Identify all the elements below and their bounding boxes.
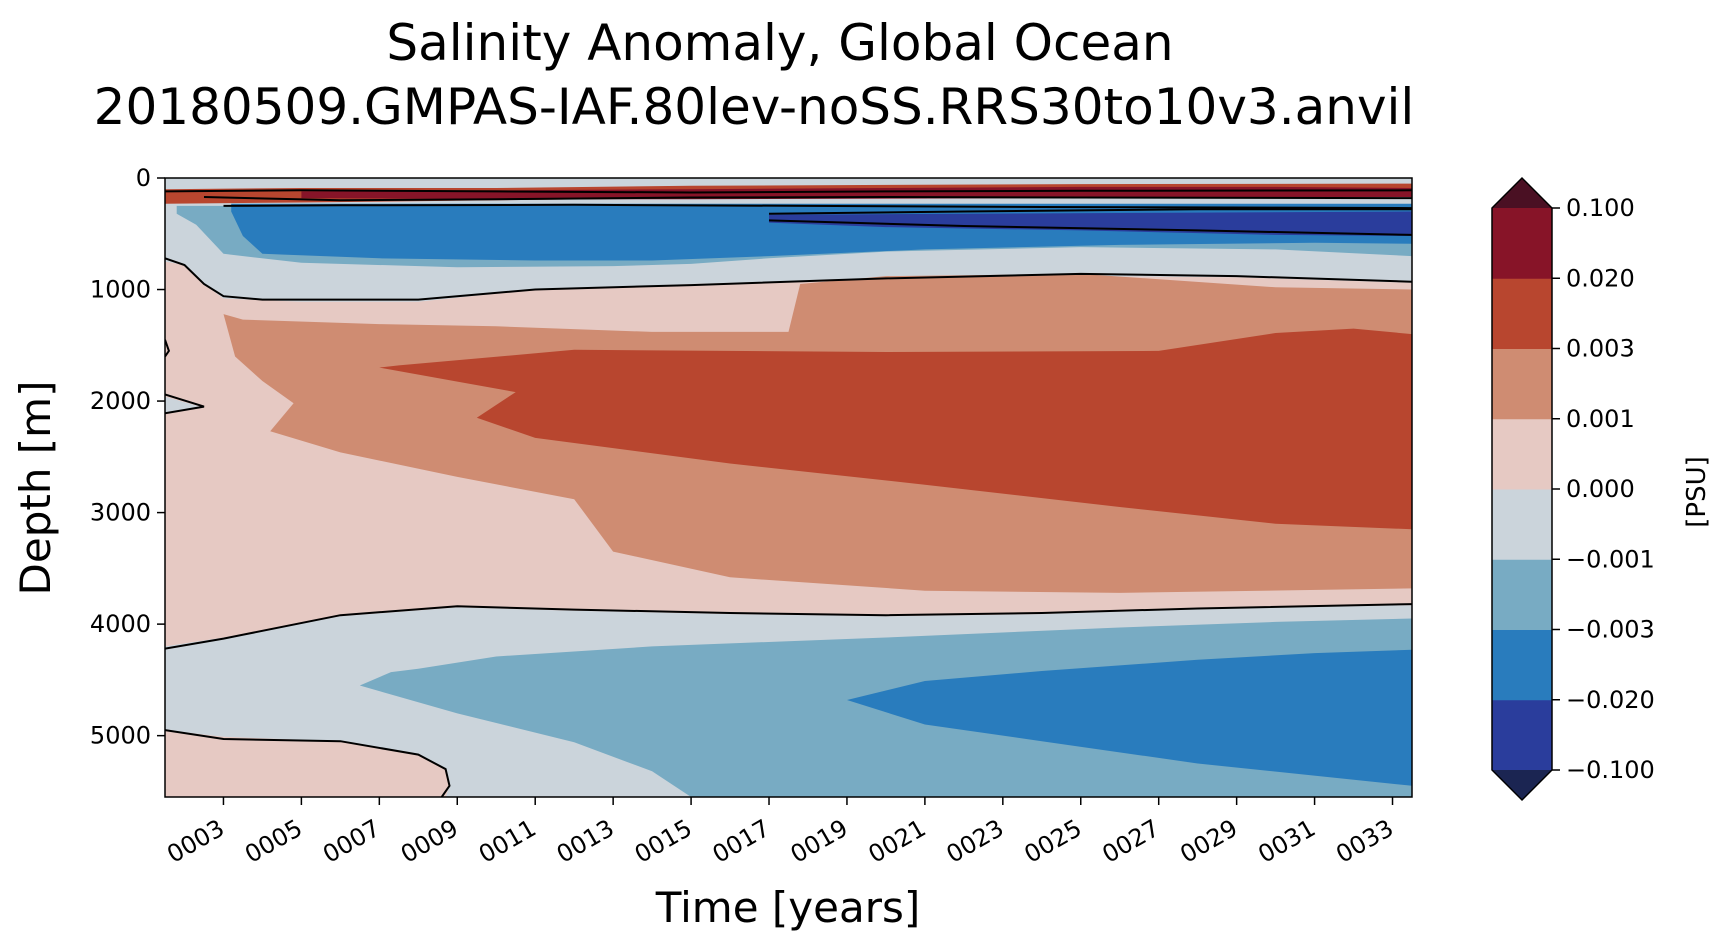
contour-region <box>847 649 1412 786</box>
colorbar-band <box>1492 629 1552 701</box>
contour-line <box>165 189 1412 194</box>
y-tick-label: 5000 <box>90 722 151 750</box>
x-tick-label: 0011 <box>474 814 541 869</box>
x-tick-label: 0025 <box>1020 814 1087 869</box>
y-axis: 0 1000 2000 3000 4000 5000 <box>90 164 165 750</box>
contour-region <box>165 730 450 797</box>
x-tick-label: 0019 <box>786 814 853 869</box>
contour-line <box>165 393 205 415</box>
colorbar-tick-label: −0.001 <box>1566 545 1655 573</box>
x-tick-label: 0003 <box>162 814 229 869</box>
colorbar-tick-label: −0.100 <box>1566 756 1655 784</box>
y-tick-label: 1000 <box>90 276 151 304</box>
colorbar-tick-label: 0.003 <box>1566 335 1635 363</box>
x-tick-label: 0023 <box>942 814 1009 869</box>
contour-fills <box>165 178 1412 797</box>
x-tick-label: 0021 <box>864 814 931 869</box>
contour-region <box>379 328 1412 530</box>
colorbar-band <box>1492 559 1552 630</box>
x-tick-label: 0007 <box>318 814 385 869</box>
colorbar-tick-label: 0.100 <box>1566 194 1635 222</box>
colorbar-extend-over <box>1492 178 1552 208</box>
x-tick-label: 0013 <box>552 814 619 869</box>
colorbar-band <box>1492 699 1552 771</box>
plot-area <box>165 178 1412 797</box>
colorbar-extend-under <box>1492 770 1552 800</box>
x-tick-label: 0015 <box>630 814 697 869</box>
contour-line <box>203 195 1412 202</box>
colorbar-tick-label: 0.001 <box>1566 405 1635 433</box>
colorbar-band <box>1492 348 1552 420</box>
x-tick-label: 0005 <box>240 814 307 869</box>
colorbar-tick-label: −0.020 <box>1566 686 1655 714</box>
x-tick-label: 0029 <box>1175 814 1242 869</box>
colorbar-tick-label: 0.000 <box>1566 475 1635 503</box>
x-axis: 0003 0005 0007 0009 0011 0013 0015 0017 0019 0021… <box>162 797 1398 869</box>
colorbar-band <box>1492 278 1552 349</box>
y-tick-label: 3000 <box>90 499 151 527</box>
y-tick-label: 4000 <box>90 610 151 638</box>
y-tick-label: 2000 <box>90 387 151 415</box>
contour-region <box>769 211 1412 236</box>
y-axis-label: Depth [m] <box>11 381 60 596</box>
x-tick-label: 0017 <box>708 814 775 869</box>
contour-line <box>165 339 171 358</box>
contour-line <box>165 729 451 797</box>
contour-line <box>165 603 1412 650</box>
contour-line <box>768 208 1412 215</box>
colorbar-band <box>1492 208 1552 279</box>
contour-line <box>223 203 1412 210</box>
colorbar-tick-label: 0.020 <box>1566 264 1635 292</box>
x-axis-label: Time [years] <box>655 883 921 932</box>
contour-line <box>165 257 1412 301</box>
colorbar: −0.100 −0.020 −0.003 −0.001 0.000 0.001 0.003 0… <box>1491 176 1655 802</box>
colorbar-band <box>1492 418 1552 490</box>
x-tick-label: 0031 <box>1253 814 1320 869</box>
x-tick-label: 0027 <box>1097 814 1164 869</box>
y-tick-label: 0 <box>136 164 151 192</box>
colorbar-band <box>1492 489 1552 560</box>
chart-title: Salinity Anomaly, Global Ocean <box>386 14 1173 72</box>
colorbar-label: [PSU] <box>1682 456 1712 528</box>
colorbar-tick-label: −0.003 <box>1566 616 1655 644</box>
contour-lines <box>165 189 1412 797</box>
x-tick-label: 0009 <box>396 814 463 869</box>
contour-line <box>768 219 1412 236</box>
x-tick-label: 0033 <box>1331 814 1398 869</box>
chart-subtitle: 20180509.GMPAS-IAF.80lev-noSS.RRS30to10v… <box>94 78 1415 136</box>
plot-frame <box>164 177 1413 798</box>
